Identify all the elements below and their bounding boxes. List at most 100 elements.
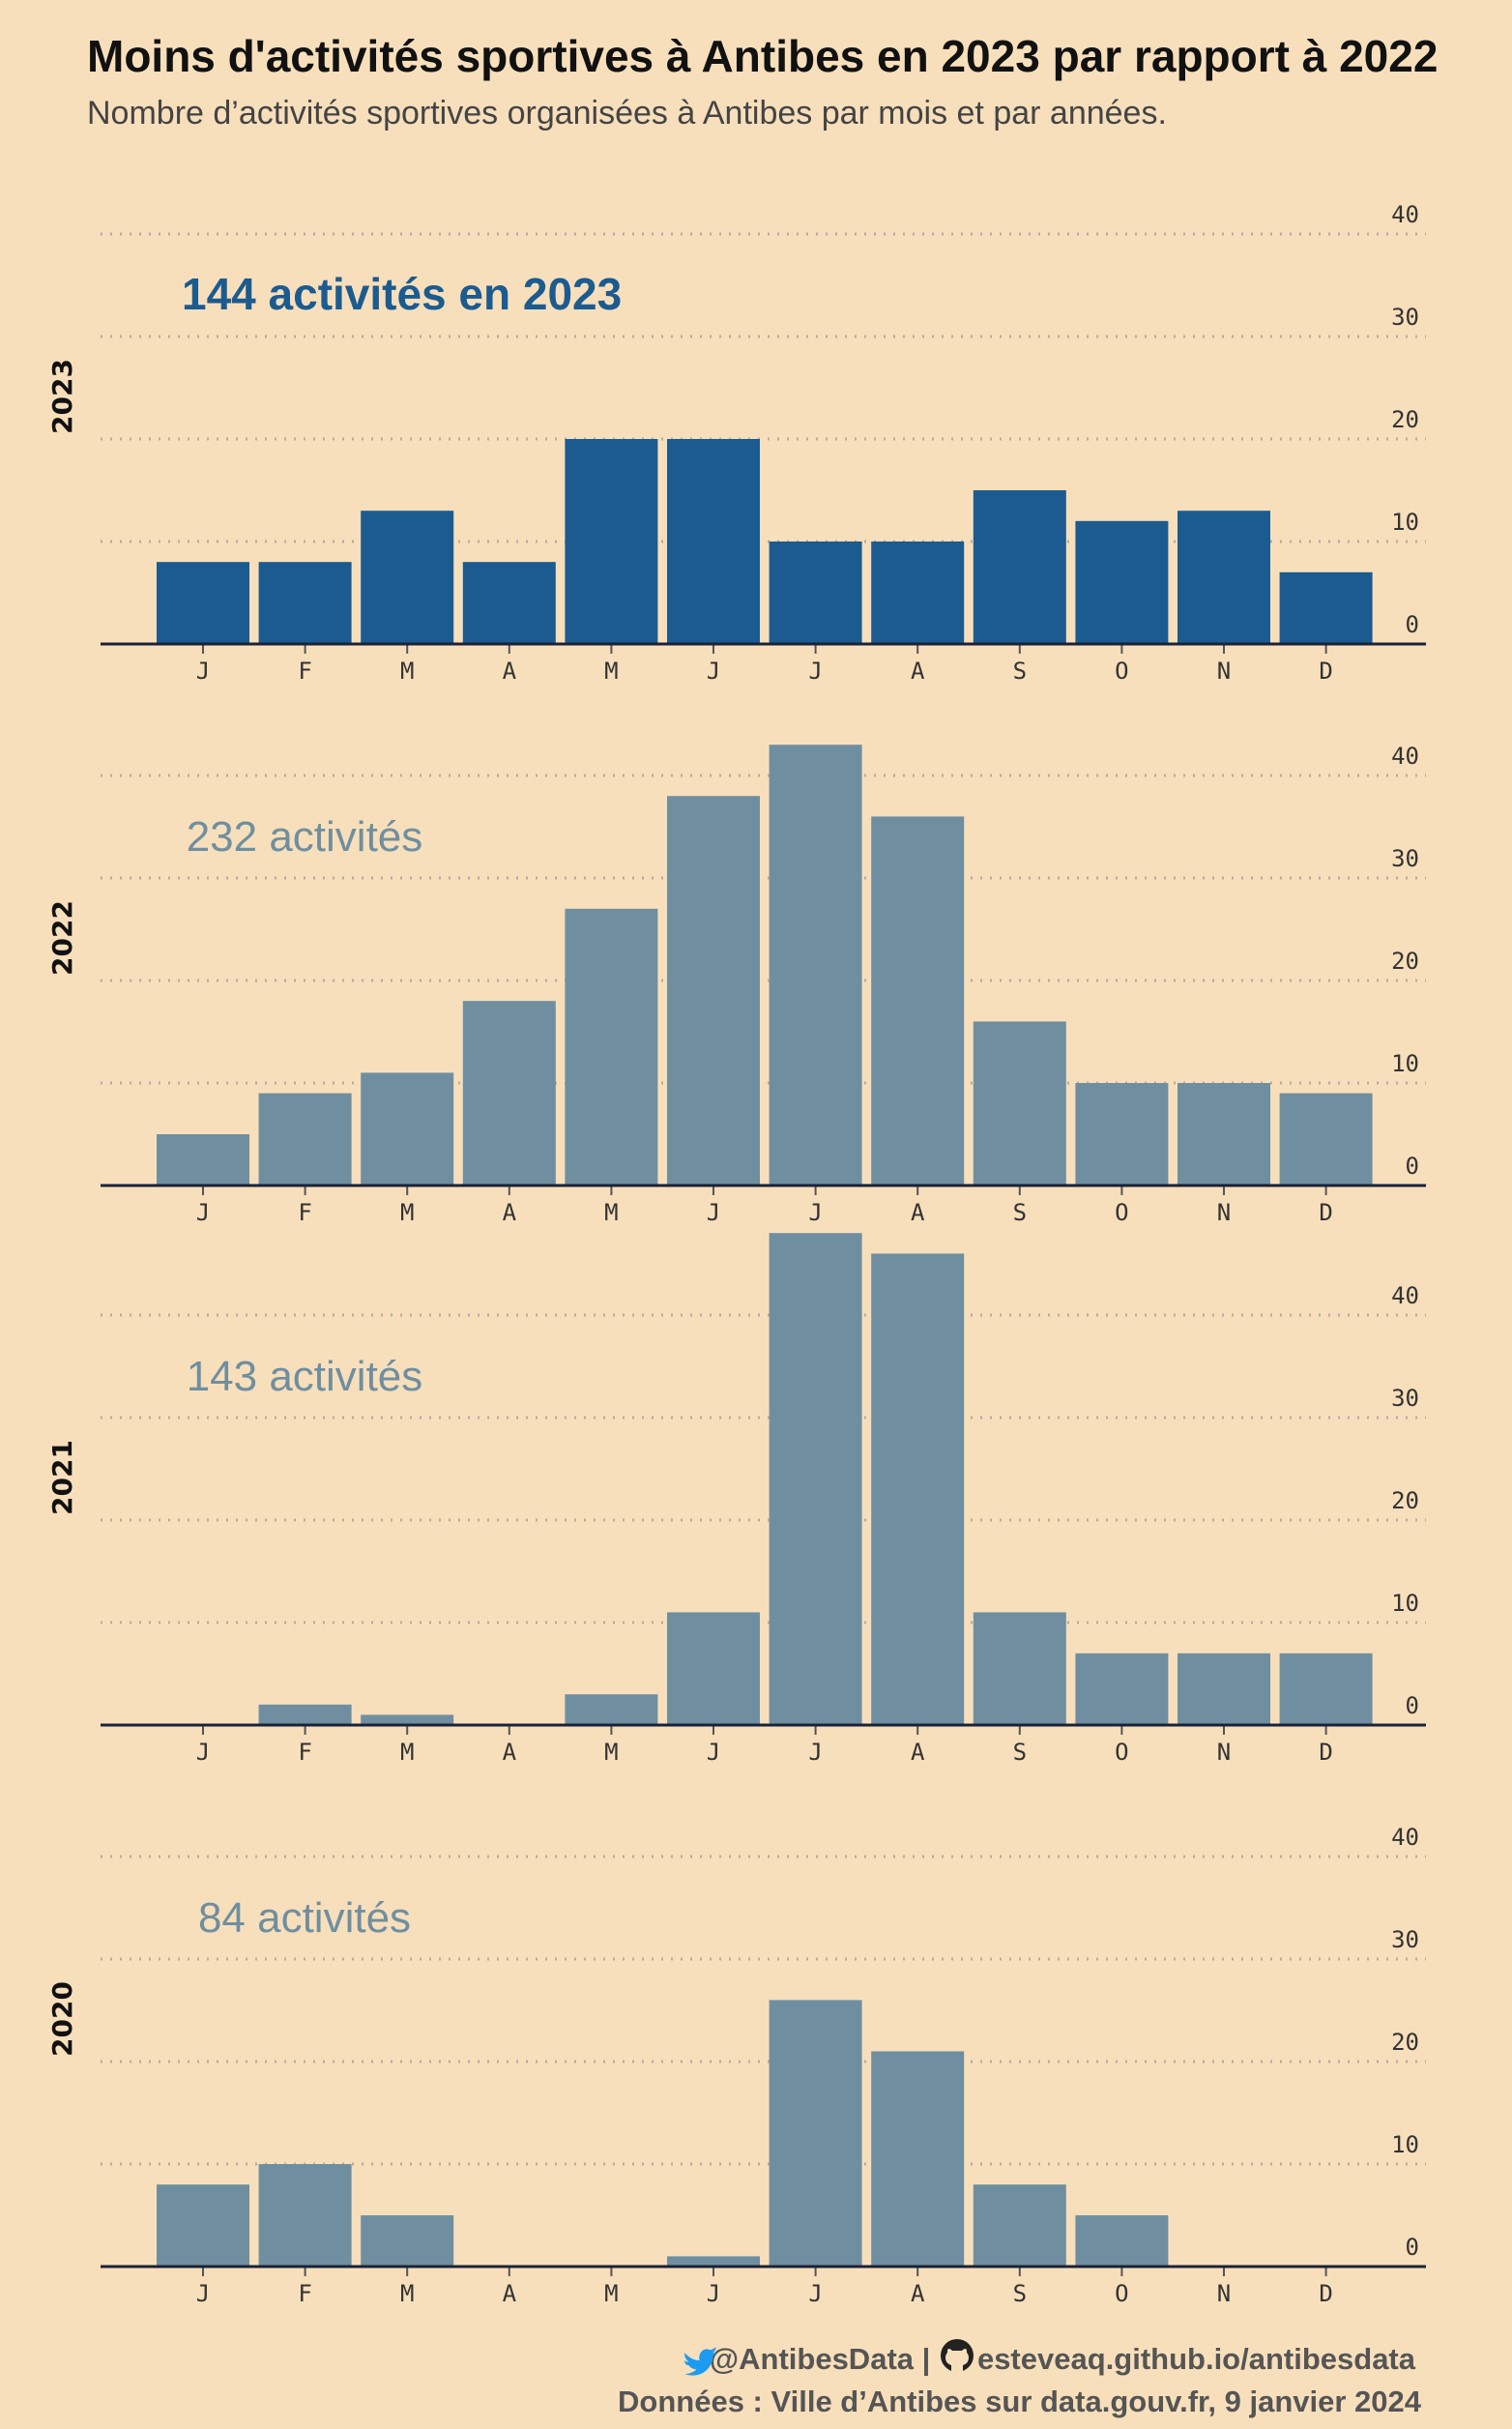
x-tick-label: O xyxy=(1115,2280,1128,2307)
x-tick-label: J xyxy=(707,2280,720,2307)
x-tick-label: F xyxy=(298,1199,311,1226)
y-tick-label: 20 xyxy=(1391,2029,1419,2056)
bar-2021-11 xyxy=(1279,1653,1373,1725)
bar-2023-6 xyxy=(769,541,862,644)
bar-2021-10 xyxy=(1178,1653,1270,1725)
github-link: esteveaq.github.io/antibesdata xyxy=(977,2342,1416,2376)
bar-2022-1 xyxy=(258,1093,352,1185)
y-tick-label: 20 xyxy=(1391,948,1419,975)
x-tick-label: N xyxy=(1217,1739,1231,1766)
x-tick-label: O xyxy=(1115,1199,1128,1226)
y-tick-label: 0 xyxy=(1406,1692,1419,1719)
x-tick-label: O xyxy=(1115,658,1128,685)
x-tick-label: D xyxy=(1319,1739,1332,1766)
x-tick-label: A xyxy=(503,658,517,685)
panels: 0 10 20 30 40 J F M A M J J A S O N D 2023 144 activités e… xyxy=(46,201,1426,2307)
y-tick-label: 40 xyxy=(1391,1824,1419,1851)
x-tick-label: F xyxy=(298,658,311,685)
x-tick-label: A xyxy=(911,2280,925,2307)
twitter-bird-icon xyxy=(684,2347,718,2376)
github-octocat-icon xyxy=(941,2339,974,2372)
bar-2023-5 xyxy=(667,439,760,644)
bar-2023-0 xyxy=(157,562,249,644)
x-tick-label: M xyxy=(400,2280,414,2307)
x-tick-label: M xyxy=(400,1739,414,1766)
x-tick-label: J xyxy=(196,658,210,685)
y-tick-label: 0 xyxy=(1406,2234,1419,2261)
year-label: 2021 xyxy=(46,1440,78,1515)
bar-2020-8 xyxy=(973,2184,1066,2267)
x-tick-label: J xyxy=(707,1739,720,1766)
bar-2023-3 xyxy=(462,562,556,644)
bar-2023-11 xyxy=(1279,571,1373,644)
panel-2020: 0 10 20 30 40 J F M A M J J A S O N D 2020 84 activités xyxy=(46,1824,1426,2307)
y-tick-label: 10 xyxy=(1391,1590,1419,1617)
bar-2021-4 xyxy=(565,1694,658,1725)
bar-2023-2 xyxy=(361,511,454,644)
x-tick-label: S xyxy=(1013,1739,1027,1766)
x-tick-label: M xyxy=(604,658,618,685)
panel-2022: 0 10 20 30 40 J F M A M J J A S O N D 2022 232 activités xyxy=(46,743,1426,1226)
x-tick-label: F xyxy=(298,2280,311,2307)
bar-2023-9 xyxy=(1075,520,1169,644)
bar-2022-10 xyxy=(1178,1083,1270,1185)
x-tick-label: J xyxy=(808,1199,822,1226)
annotation: 84 activités xyxy=(198,1894,411,1942)
x-tick-label: N xyxy=(1217,2280,1231,2307)
x-tick-label: O xyxy=(1115,1739,1128,1766)
x-tick-label: J xyxy=(707,1199,720,1226)
y-tick-label: 0 xyxy=(1406,611,1419,638)
x-tick-label: M xyxy=(400,1199,414,1226)
bar-2021-8 xyxy=(973,1612,1066,1725)
y-tick-label: 30 xyxy=(1391,1385,1419,1412)
panel-2023: 0 10 20 30 40 J F M A M J J A S O N D 2023 144 activités e… xyxy=(46,201,1426,685)
twitter-handle: @AntibesData xyxy=(710,2342,915,2376)
x-tick-label: A xyxy=(503,2280,517,2307)
github-cat xyxy=(945,2349,969,2372)
x-tick-label: D xyxy=(1319,2280,1332,2307)
bar-2021-1 xyxy=(258,1704,352,1725)
y-tick-label: 0 xyxy=(1406,1153,1419,1180)
bar-2022-9 xyxy=(1075,1083,1169,1185)
bar-2023-8 xyxy=(973,490,1066,644)
y-tick-label: 40 xyxy=(1391,1282,1419,1309)
x-tick-label: M xyxy=(604,1199,618,1226)
bar-2020-1 xyxy=(258,2164,352,2267)
bar-2020-5 xyxy=(667,2256,760,2267)
x-tick-label: A xyxy=(911,1199,925,1226)
bar-2020-0 xyxy=(157,2184,249,2267)
bar-2021-6 xyxy=(769,1233,862,1725)
footer-source: Données : Ville d’Antibes sur data.gouv.… xyxy=(618,2385,1422,2418)
y-tick-label: 20 xyxy=(1391,1487,1419,1514)
bar-2023-1 xyxy=(258,562,352,644)
chart-title: Moins d'activités sportives à Antibes en… xyxy=(87,31,1438,81)
y-tick-label: 30 xyxy=(1391,845,1419,872)
bar-2023-7 xyxy=(871,541,965,644)
bar-2022-3 xyxy=(462,1001,556,1185)
footer-credits: @AntibesData | esteveaq.github.io/antibe… xyxy=(710,2342,1416,2376)
bar-2020-9 xyxy=(1075,2215,1169,2267)
x-tick-label: A xyxy=(911,658,925,685)
bar-2022-2 xyxy=(361,1072,454,1185)
x-tick-label: J xyxy=(808,658,822,685)
x-tick-label: N xyxy=(1217,658,1231,685)
year-label: 2022 xyxy=(46,900,78,976)
bar-2023-10 xyxy=(1178,511,1270,644)
x-tick-label: J xyxy=(808,1739,822,1766)
x-tick-label: M xyxy=(400,658,414,685)
x-tick-label: F xyxy=(298,1739,311,1766)
bar-2022-0 xyxy=(157,1134,249,1185)
x-tick-label: J xyxy=(196,2280,210,2307)
bar-2021-2 xyxy=(361,1714,454,1725)
x-tick-label: J xyxy=(808,2280,822,2307)
annotation: 143 activités xyxy=(187,1353,423,1400)
x-tick-label: S xyxy=(1013,658,1027,685)
x-tick-label: S xyxy=(1013,1199,1027,1226)
bar-2022-8 xyxy=(973,1021,1066,1185)
x-tick-label: J xyxy=(707,658,720,685)
x-tick-label: D xyxy=(1319,658,1332,685)
bar-2022-6 xyxy=(769,745,862,1185)
bar-2022-5 xyxy=(667,796,760,1185)
y-tick-label: 10 xyxy=(1391,509,1419,536)
x-tick-label: D xyxy=(1319,1199,1332,1226)
